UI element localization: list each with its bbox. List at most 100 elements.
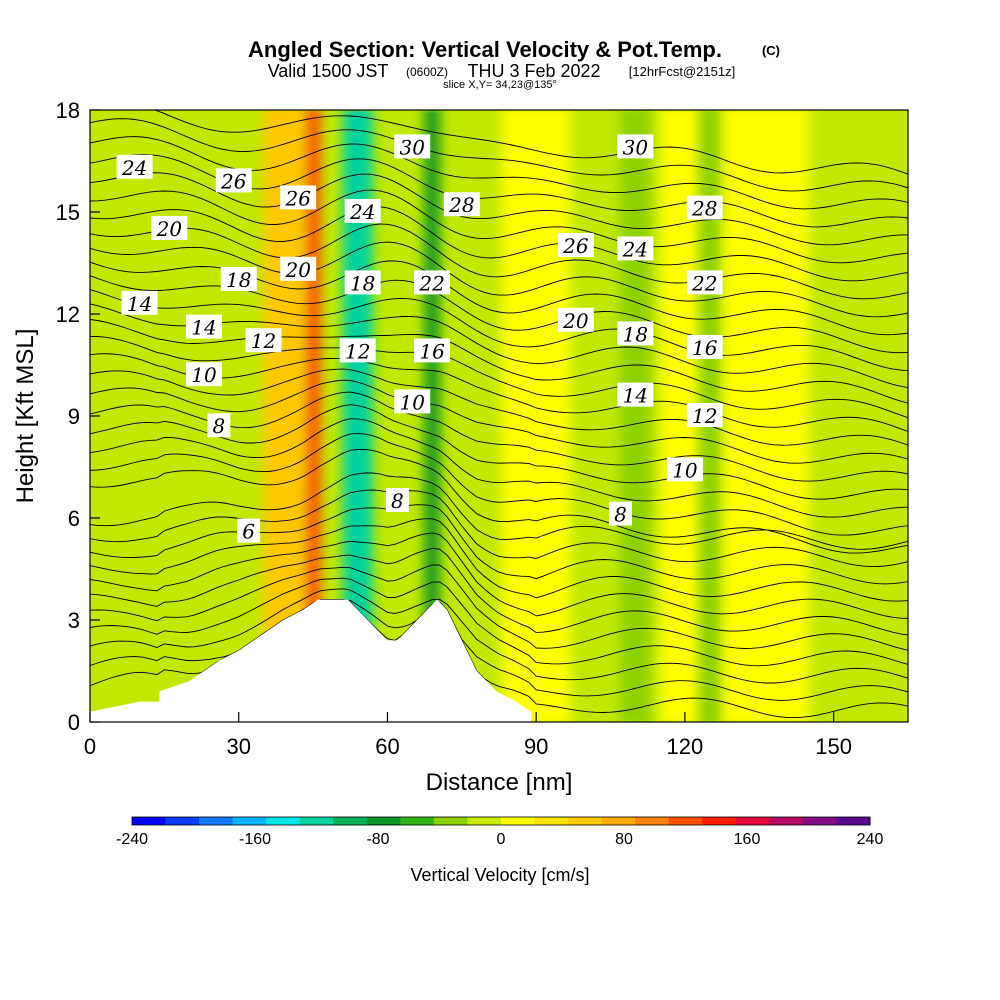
isentrope-label-text: 6: [242, 520, 255, 544]
isentrope-label-text: 16: [419, 339, 445, 363]
isentrope-label: 8: [385, 488, 409, 513]
isentrope-label: 20: [280, 256, 317, 282]
isentrope-label: 20: [557, 307, 594, 333]
isentrope-label: 14: [121, 290, 158, 316]
isentrope-label-text: 30: [400, 135, 426, 159]
colorbar-swatch: [366, 817, 401, 825]
isentrope-label-text: 18: [623, 322, 648, 346]
isentrope-label-text: 24: [121, 156, 147, 180]
x-tick-label: 0: [84, 734, 96, 759]
isentrope-line: [90, 504, 908, 585]
isentrope-line: [90, 577, 908, 667]
isentrope-label: 26: [215, 168, 252, 193]
isentrope-label: 20: [151, 216, 188, 241]
updraft-band: [660, 110, 809, 722]
isentrope-line: [153, 110, 908, 175]
colorbar-tick-label: 0: [497, 831, 506, 848]
isentrope-label-box: [443, 192, 480, 217]
isentrope-line: [90, 303, 908, 389]
isentrope-label-text: 8: [213, 414, 226, 438]
colorbar-swatch: [165, 817, 200, 825]
isentrope-label-box: [686, 270, 723, 295]
isentrope-label-box: [617, 134, 654, 159]
isentrope-label-box: [414, 270, 451, 295]
colorbar-swatch: [467, 817, 502, 825]
colorbar-swatch: [568, 817, 603, 825]
isentrope-label: 6: [237, 518, 261, 544]
isentrope-label-box: [237, 518, 261, 543]
isentrope-line: [90, 547, 908, 636]
isentrope-line: [90, 223, 908, 300]
colorbar-tick-label: -160: [239, 831, 271, 848]
x-tick-label: 150: [815, 734, 852, 759]
isentrope-line: [90, 335, 908, 419]
isentrope-line: [90, 518, 908, 602]
y-tick-label: 18: [56, 98, 80, 123]
isentrope-line: [90, 588, 908, 684]
isentrope-line: [90, 404, 908, 500]
isentrope-label-text: 10: [672, 458, 698, 482]
isentrope-label: 8: [207, 413, 231, 438]
isentrope-label-text: 12: [692, 404, 717, 428]
downdraft-band: [620, 110, 651, 722]
isentrope-label-box: [557, 233, 594, 257]
isentrope-label-text: 22: [418, 271, 444, 295]
isentrope-label-box: [186, 314, 223, 339]
isentrope-label-text: 8: [614, 503, 627, 527]
subtitle-forecast: [12hrFcst@2151z]: [629, 64, 735, 79]
isentrope-line: [90, 136, 908, 210]
copyright-mark: (C): [762, 43, 780, 58]
isentrope-line: [90, 472, 908, 550]
isentrope-label-box: [121, 290, 158, 315]
isentrope-label-text: 14: [623, 384, 648, 408]
isentrope-label-text: 22: [691, 271, 717, 295]
colorbar-frame: [131, 816, 871, 826]
isentrope-label-box: [339, 338, 376, 363]
x-tick-label: 120: [667, 734, 704, 759]
subtitle-valid: Valid 1500 JST: [268, 61, 389, 81]
isentrope-label: 26: [557, 233, 594, 258]
isentrope-label: 10: [666, 457, 703, 482]
isentrope-label: 30: [617, 134, 654, 159]
isentrope-label-text: 26: [284, 186, 311, 210]
colorbar-swatch: [769, 817, 804, 825]
isentrope-label-text: 20: [284, 258, 311, 282]
slice-caption: slice X,Y= 34,23@135°: [443, 79, 557, 91]
isentrope-line: [90, 189, 908, 264]
subtitle-zulu: (0600Z): [406, 65, 448, 79]
isentrope-label: 16: [686, 335, 723, 360]
isentrope-label: 8: [608, 501, 632, 527]
isentrope-label-box: [394, 389, 431, 414]
isentrope-label-box: [151, 216, 188, 240]
updraft-band: [501, 110, 571, 722]
colorbar-swatch: [232, 817, 267, 825]
isentrope-label: 16: [414, 338, 451, 363]
isentrope-label-box: [557, 307, 594, 332]
x-tick-label: 30: [226, 734, 250, 759]
isentrope-label: 30: [394, 134, 431, 159]
isentrope-label-text: 24: [349, 200, 375, 224]
colorbar-swatch: [735, 817, 770, 825]
colorbar-tick-label: -80: [366, 831, 389, 848]
isentrope-label: 28: [686, 195, 723, 221]
isentrope-label-box: [686, 403, 723, 427]
colorbar: [131, 816, 871, 826]
isentrope-label-text: 12: [345, 339, 370, 363]
isentrope-label-text: 30: [623, 135, 649, 159]
isentrope-label: 18: [617, 321, 654, 346]
colorbar-swatch: [333, 817, 368, 825]
isentrope-label-box: [344, 270, 381, 295]
isentrope-label: 12: [686, 403, 723, 428]
y-tick-label: 3: [68, 608, 80, 633]
isentrope-line: [90, 599, 908, 701]
y-tick-label: 0: [68, 710, 80, 735]
x-tick-label: 60: [375, 734, 399, 759]
isentrope-label-box: [394, 134, 431, 159]
isentrope-label-text: 28: [448, 193, 474, 217]
isentrope-label: 12: [245, 328, 282, 353]
isentrope-label-box: [617, 236, 654, 261]
isentrope-label-box: [280, 256, 317, 281]
isentrope-label-text: 26: [562, 234, 589, 258]
isentrope-label-text: 10: [400, 390, 426, 414]
isentrope-label-text: 28: [691, 197, 717, 221]
